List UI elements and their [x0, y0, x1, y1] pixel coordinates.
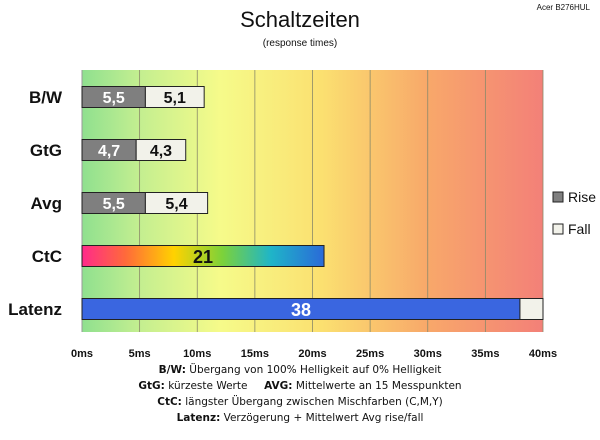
chart-title: Schaltzeiten: [240, 7, 360, 32]
footer-notes: B/W: Übergang von 100% Helligkeit auf 0%…: [0, 362, 600, 426]
footer-line-bw: B/W: Übergang von 100% Helligkeit auf 0%…: [158, 364, 442, 376]
x-tick-label: 0ms: [71, 348, 93, 360]
x-tick-label: 15ms: [241, 348, 269, 360]
chart-svg: Schaltzeiten (response times) Acer B276H…: [8, 3, 596, 360]
category-label: Avg: [31, 194, 63, 213]
monitor-model: Acer B276HUL: [537, 3, 591, 12]
bar-latenz-tail: [519, 298, 544, 320]
x-tick-label: 40ms: [529, 348, 557, 360]
category-labels: B/W GtG Avg CtC Latenz: [8, 88, 63, 319]
bar-ctc-label: 21: [193, 247, 213, 267]
x-tick-label: 20ms: [298, 348, 326, 360]
legend: Rise Fall: [552, 189, 596, 237]
chart-subtitle: (response times): [263, 38, 337, 49]
x-tick-label: 30ms: [414, 348, 442, 360]
bars: 5,5 5,1 4,7 4,3 5,5 5,4 21 38: [81, 86, 544, 320]
bar-fall: [135, 139, 187, 161]
legend-swatch-rise: [552, 191, 564, 203]
bar-fall-label: 4,3: [150, 143, 172, 160]
footer-line-ctc: CtC: längster Übergang zwischen Mischfar…: [157, 396, 443, 408]
bar-fall-label: 5,4: [165, 196, 187, 213]
x-tick-labels: 0ms 5ms 10ms 15ms 20ms 25ms 30ms 35ms 40ms: [71, 348, 557, 360]
bar-fall: [144, 192, 209, 214]
x-tick-label: 5ms: [129, 348, 151, 360]
x-tick-label: 35ms: [471, 348, 499, 360]
bar-ctc: [81, 245, 325, 267]
bar-latenz-label: 38: [291, 300, 311, 320]
category-label: Latenz: [8, 300, 62, 319]
bar-rise-label: 5,5: [103, 90, 125, 107]
x-tick-label: 25ms: [356, 348, 384, 360]
bar-fall: [144, 86, 205, 108]
footer-line-gtg-avg: GtG: kürzeste Werte AVG: Mittelwerte an …: [138, 380, 462, 392]
category-label: CtC: [32, 247, 62, 266]
bar-fall-label: 5,1: [164, 90, 186, 107]
legend-label-rise: Rise: [568, 189, 596, 205]
legend-swatch-fall: [552, 223, 564, 235]
x-tick-label: 10ms: [183, 348, 211, 360]
footer-line-latenz: Latenz: Verzögerung + Mittelwert Avg ris…: [176, 412, 424, 424]
bar-rise-label: 5,5: [103, 196, 125, 213]
legend-label-fall: Fall: [568, 221, 591, 237]
category-label: GtG: [30, 141, 62, 160]
category-label: B/W: [29, 88, 63, 107]
bar-rise-label: 4,7: [98, 143, 120, 160]
